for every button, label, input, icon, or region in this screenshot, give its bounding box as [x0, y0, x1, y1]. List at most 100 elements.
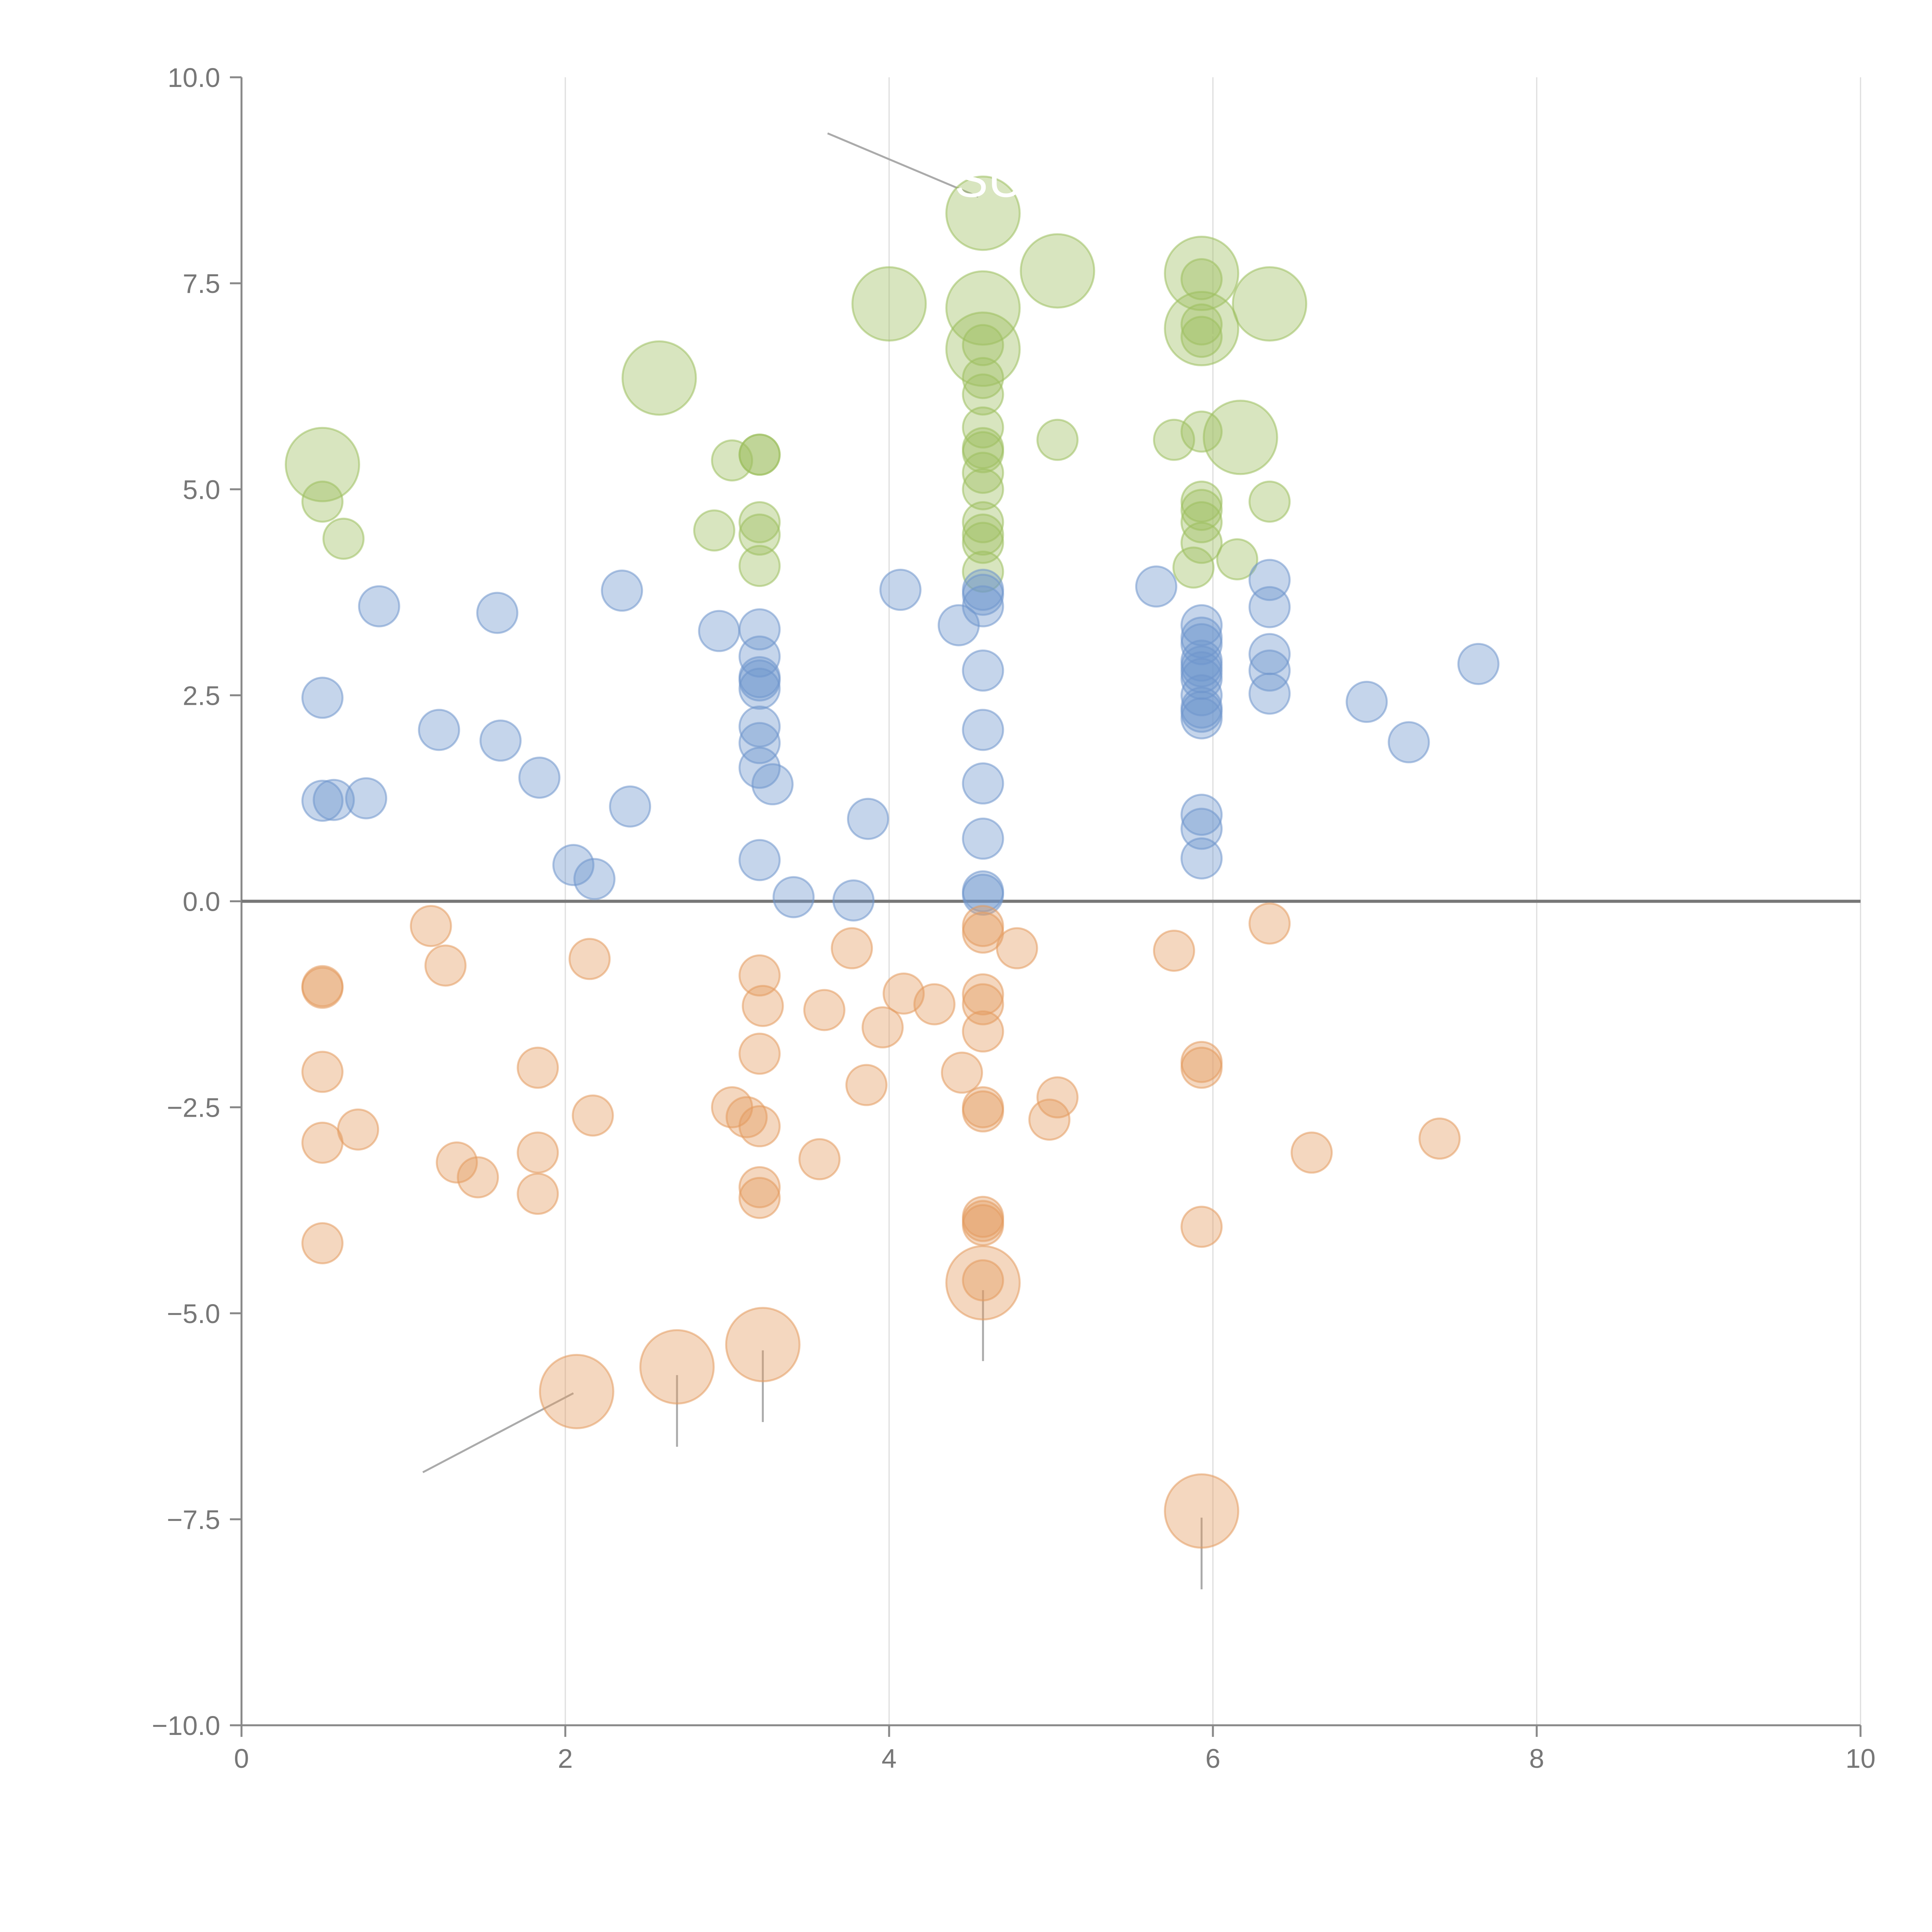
point-positive-high-1: [301, 480, 344, 523]
point-negative-12: [517, 1173, 559, 1215]
point-positive-high-26: [962, 551, 1004, 593]
point-negative-43: [962, 1204, 1004, 1247]
leader-lines: [325, 132, 1302, 1590]
leader-line-6: [325, 446, 347, 461]
point-negative-30: [861, 1006, 904, 1049]
point-positive-high-43: [1232, 266, 1308, 342]
leader-line-13: [1272, 303, 1302, 309]
point-positive-high-21: [962, 452, 1004, 494]
point-positive-high-41: [1216, 538, 1259, 581]
point-positive-low-19: [738, 705, 781, 748]
point-positive-high-5: [711, 439, 753, 482]
leader-line-1: [422, 1392, 574, 1473]
leader-line-8: [1053, 242, 1059, 265]
point-positive-low-57: [1248, 672, 1291, 715]
point-negative-20: [738, 1032, 781, 1075]
point-positive-low-54: [1248, 586, 1291, 628]
point-positive-low-9: [518, 757, 561, 799]
x-tick-label-5: 10: [1845, 1743, 1876, 1774]
point-negative-53: [1164, 1473, 1240, 1549]
point-negative-38: [962, 1010, 1004, 1053]
point-negative-24: [738, 1166, 781, 1208]
point-negative-36: [962, 973, 1004, 1015]
point-positive-high-0: [285, 427, 360, 502]
point-positive-high-16: [962, 357, 1004, 399]
point-negative-16: [639, 1329, 715, 1405]
point-negative-55: [1291, 1131, 1333, 1174]
point-positive-low-5: [313, 779, 355, 821]
series-positive-high: [285, 175, 1308, 593]
point-positive-high-34: [1180, 316, 1223, 358]
point-positive-high-35: [1180, 410, 1223, 453]
point-negative-45: [962, 1259, 1004, 1301]
point-negative-52: [1180, 1206, 1223, 1248]
point-negative-23: [738, 1105, 781, 1148]
point-positive-low-58: [1345, 680, 1388, 723]
point-positive-high-40: [1172, 546, 1215, 589]
y-tick-label-6: −5.0: [167, 1299, 220, 1329]
point-positive-low-10: [609, 785, 651, 828]
point-positive-low-11: [552, 844, 595, 886]
series-negative: [301, 902, 1461, 1549]
point-negative-5: [301, 1121, 344, 1164]
point-positive-low-52: [1180, 837, 1223, 880]
point-positive-low-4: [301, 779, 344, 822]
point-positive-high-2: [322, 517, 365, 560]
point-negative-56: [1418, 1117, 1461, 1160]
point-negative-54: [1248, 902, 1291, 945]
point-negative-33: [941, 1051, 983, 1094]
point-negative-15: [539, 1354, 614, 1429]
point-positive-low-37: [962, 873, 1004, 916]
point-positive-high-14: [945, 311, 1021, 387]
point-positive-low-31: [962, 585, 1004, 628]
y-tick-label-1: 7.5: [183, 269, 220, 299]
point-positive-low-23: [738, 839, 781, 881]
point-negative-46: [996, 927, 1038, 969]
point-positive-low-18: [738, 667, 781, 710]
point-positive-low-59: [1388, 721, 1430, 764]
scatter-points: [285, 175, 1500, 1549]
point-negative-47: [1028, 1099, 1071, 1141]
series-positive-low: [301, 559, 1500, 922]
point-negative-28: [831, 927, 873, 969]
point-negative-25: [738, 1177, 781, 1219]
point-negative-0: [410, 905, 452, 947]
point-positive-high-29: [1153, 418, 1195, 461]
point-negative-48: [1036, 1076, 1079, 1119]
y-tick-label-0: 10.0: [168, 63, 220, 93]
point-positive-high-8: [738, 501, 781, 544]
point-positive-low-26: [847, 798, 889, 840]
x-tick-label-3: 6: [1206, 1743, 1221, 1774]
point-negative-44: [945, 1245, 1021, 1321]
point-negative-18: [738, 954, 781, 997]
point-positive-high-22: [962, 468, 1004, 510]
point-negative-51: [1180, 1046, 1223, 1089]
point-positive-low-24: [772, 876, 815, 918]
point-positive-high-3: [621, 340, 697, 416]
y-tick-label-7: −7.5: [167, 1505, 220, 1535]
point-positive-low-1: [476, 592, 519, 634]
point-positive-low-3: [301, 677, 344, 719]
point-positive-low-8: [479, 719, 522, 762]
point-positive-high-27: [1020, 233, 1095, 309]
point-label-0: SU: [954, 151, 1024, 207]
leader-line-10: [985, 353, 997, 379]
point-positive-low-6: [345, 777, 388, 820]
point-negative-19: [742, 985, 784, 1027]
axes: 0 2 4 6 8 10 10.0 7.5 5.0 2.5 0.0 −2.5 −5.0 −7.5 −10.0: [152, 63, 1876, 1774]
point-positive-high-39: [1180, 522, 1223, 564]
point-negative-11: [517, 1131, 559, 1174]
leader-line-0: [827, 132, 979, 198]
point-negative-9: [457, 1156, 499, 1199]
leader-line-11: [1204, 253, 1238, 268]
point-positive-low-51: [1180, 808, 1223, 850]
point-positive-high-37: [1180, 489, 1223, 531]
point-positive-low-38: [1135, 565, 1177, 608]
point-negative-3: [301, 965, 344, 1007]
point-negative-32: [913, 983, 956, 1026]
point-positive-high-25: [962, 522, 1004, 564]
point-positive-high-30: [1164, 236, 1240, 311]
point-negative-29: [845, 1064, 888, 1106]
point-negative-27: [803, 989, 845, 1031]
